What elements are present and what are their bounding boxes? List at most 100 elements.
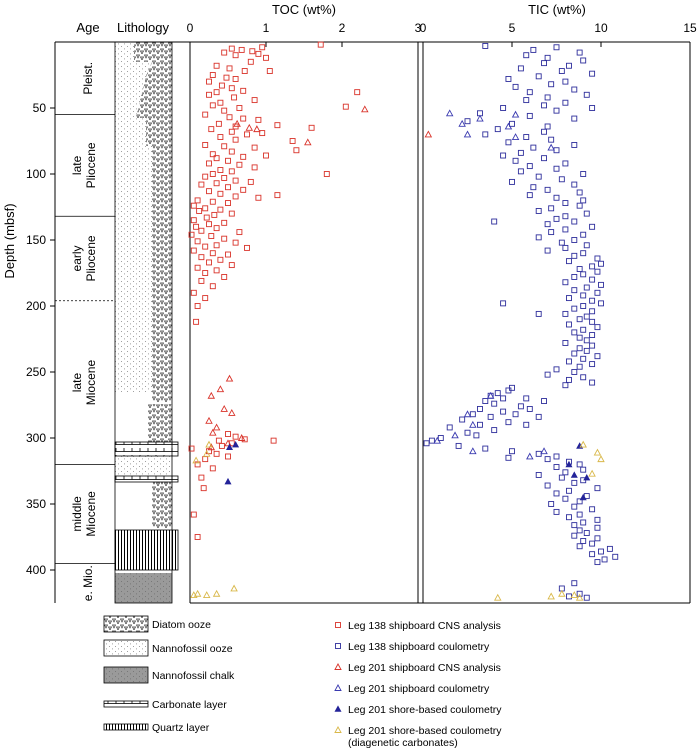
age-label: lateMiocene [70, 360, 98, 406]
toc-point [270, 437, 277, 444]
tic-x-tick-label: 10 [594, 21, 608, 35]
tic-point [553, 107, 560, 114]
age-label-line: Miocene [84, 360, 98, 406]
tic-point [576, 543, 583, 550]
toc-point [225, 200, 231, 206]
toc-point [293, 147, 300, 154]
tic-point [589, 506, 596, 513]
carbonate-legend-label: Carbonate layer [152, 699, 227, 711]
tic-point [576, 202, 583, 209]
tic-point [576, 345, 583, 352]
tic-point [509, 120, 515, 127]
tic-point [562, 382, 569, 389]
tic-point [541, 155, 547, 162]
tic-point [512, 411, 519, 418]
toc-point [193, 318, 200, 325]
toc-point [225, 184, 231, 191]
toc-point [237, 434, 246, 441]
tic-point [553, 165, 560, 172]
toc-point [200, 485, 207, 492]
tic-point [580, 171, 587, 177]
tic-point [589, 223, 596, 230]
tic-point [535, 73, 542, 80]
tic-point [494, 593, 502, 601]
tic-point [558, 239, 565, 246]
toc-point [194, 197, 201, 204]
tic-point [566, 514, 572, 521]
toc-plot [188, 41, 369, 599]
tic-point [598, 548, 604, 555]
tic-point [535, 450, 542, 457]
tic-point [553, 215, 560, 222]
toc-point [206, 221, 212, 228]
toc-point [317, 41, 324, 48]
toc-point [206, 160, 212, 167]
depth-tick-label: 200 [26, 299, 46, 313]
tic-point [594, 535, 601, 542]
tic-point [580, 57, 587, 64]
toc-series-0 [188, 41, 361, 540]
toc-point [221, 274, 228, 280]
tic-point [594, 289, 601, 296]
tic-point [445, 109, 454, 117]
toc-point [202, 456, 209, 463]
toc-point [209, 250, 216, 257]
tic-point [482, 398, 489, 404]
toc-point [196, 208, 203, 214]
tic-point [598, 260, 604, 267]
tic-point [553, 194, 560, 201]
tic-point [562, 310, 569, 317]
nanno-legend-label: Nannofossil ooze [152, 643, 233, 655]
quartz-swatch [103, 723, 149, 731]
toc-point [221, 49, 228, 56]
tic-point [544, 123, 551, 130]
series-legend-label: Leg 201 shore-based coulometry [348, 704, 502, 716]
series-legend-label: Leg 201 shipboard coulometry [348, 683, 490, 695]
tic-point [535, 208, 542, 214]
tic-point [544, 482, 551, 489]
toc-point [205, 416, 213, 424]
toc-point [259, 44, 266, 51]
legend-marker [334, 684, 342, 691]
depth-tick-label: 400 [26, 563, 46, 577]
toc-point [213, 267, 220, 274]
depth-tick-label: 100 [26, 167, 46, 181]
toc-point [209, 102, 216, 109]
tic-point [548, 81, 555, 88]
toc-point [225, 374, 234, 382]
toc-point [218, 442, 225, 449]
tic-point [491, 218, 498, 225]
tic-point [544, 371, 551, 378]
toc-point [213, 450, 220, 457]
toc-point [216, 385, 225, 393]
depth-tick-label: 50 [33, 101, 47, 115]
toc-point [194, 534, 201, 540]
tic-point [423, 440, 430, 447]
tic-point [589, 551, 596, 558]
toc-point [251, 97, 258, 104]
tic-point [580, 466, 587, 473]
age-label-line: Miocene [84, 491, 98, 537]
age-header: Age [76, 20, 99, 35]
tic-point [583, 347, 590, 354]
tic-point [526, 163, 533, 170]
toc-x-tick-label: 1 [263, 21, 270, 35]
toc-point [228, 168, 235, 175]
tic-point [553, 147, 560, 154]
age-label-line: early [70, 245, 84, 271]
tic-point [589, 70, 596, 77]
tic-series-0 [423, 43, 619, 601]
tic-point [458, 119, 466, 127]
toc-axis-title: TOC (wt%) [272, 2, 336, 17]
toc-point [206, 188, 212, 195]
tic-point [580, 250, 587, 257]
tic-point [558, 176, 565, 183]
toc-point [198, 254, 205, 261]
tic-point [576, 266, 583, 272]
tic-point [511, 110, 520, 118]
tic-point [594, 353, 601, 360]
toc-point [274, 192, 281, 199]
tic-point [544, 54, 551, 61]
tic-point [544, 456, 551, 463]
tic-point [530, 144, 537, 151]
